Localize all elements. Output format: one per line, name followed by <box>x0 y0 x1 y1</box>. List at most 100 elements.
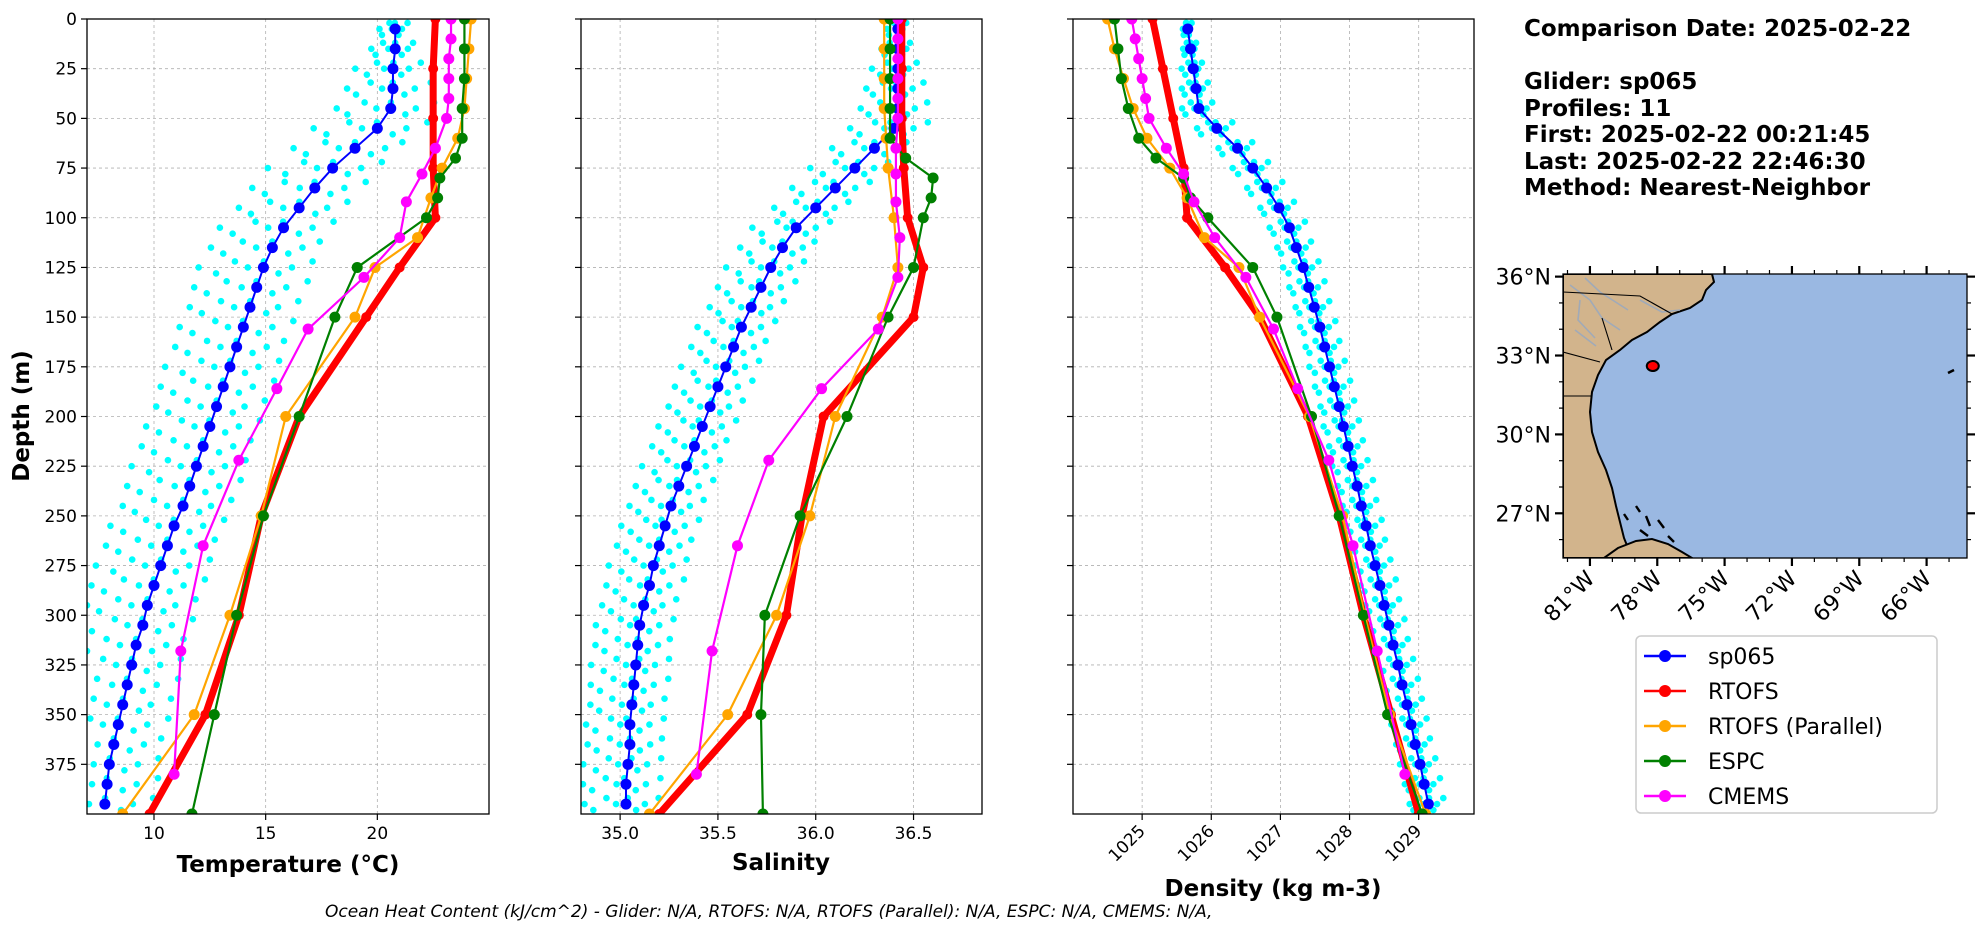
glider-profile-point <box>119 528 127 536</box>
glider-profile-point <box>640 562 647 569</box>
glider-profile-point <box>134 761 142 768</box>
glider-profile-point <box>618 522 625 530</box>
glider-profile-point <box>868 65 876 72</box>
espc-point <box>1150 152 1162 164</box>
glider-profile-point <box>409 39 417 47</box>
sp065-point <box>1387 639 1399 651</box>
glider-profile-point <box>762 337 769 345</box>
legend-frame <box>1635 635 1938 814</box>
glider-profile-point <box>128 556 136 563</box>
map-bermuda <box>1947 368 1955 375</box>
glider-profile-point <box>582 721 590 728</box>
density-y-ticks <box>1067 18 1073 765</box>
x-tick-label: 15 <box>255 824 277 844</box>
glider-profile-point <box>231 258 239 265</box>
glider-profile-point <box>74 775 81 782</box>
glider-profile-point <box>261 190 269 198</box>
glider-profile-point <box>1324 429 1331 436</box>
rtofs-point <box>818 411 829 422</box>
glider-profile-point <box>282 284 290 291</box>
glider-profile-point <box>1363 482 1370 490</box>
glider-profile-point <box>851 138 858 146</box>
glider-profile-point <box>811 238 818 245</box>
glider-profile-point <box>116 641 124 649</box>
glider-profile-point <box>696 403 704 410</box>
espc-point <box>900 152 912 164</box>
espc-point <box>759 609 771 621</box>
glider-profile-point <box>601 627 609 635</box>
map-state-borders <box>1563 291 1673 397</box>
last-profile-time: Last: 2025-02-22 22:46:30 <box>1524 149 1866 175</box>
sp065-point <box>755 281 767 293</box>
glider-profile-point <box>235 389 243 396</box>
glider-profile-point <box>150 448 158 456</box>
glider-profile-point <box>758 309 765 317</box>
rtofs-point <box>742 709 753 720</box>
glider-profile-point <box>49 741 56 748</box>
glider-profile-point <box>270 377 278 385</box>
glider-profile-point <box>783 224 790 231</box>
sp065-point <box>1369 560 1381 572</box>
map-rivers <box>1569 277 1681 347</box>
glider-profile-point <box>688 536 695 544</box>
map-land-us-east-coast <box>1563 274 1716 558</box>
glider-profile-point <box>126 747 134 754</box>
cmems-point <box>706 645 718 657</box>
glider-profile-point <box>1308 264 1316 271</box>
cmems-point <box>443 73 455 85</box>
glider-profile-point <box>650 607 658 615</box>
glider-profile-point <box>920 79 927 86</box>
glider-profile-point <box>404 45 412 53</box>
cmems-point <box>816 383 828 395</box>
cmems-line <box>695 19 901 775</box>
espc-point <box>925 192 937 204</box>
glider-profile-point <box>822 184 830 192</box>
sp065-point <box>1193 102 1205 114</box>
glider-profile-point <box>659 602 666 609</box>
glider-profile-point <box>1344 476 1352 484</box>
glider-profile-point <box>252 244 260 251</box>
sp065-point <box>1392 659 1404 671</box>
glider-profile-point <box>145 468 153 476</box>
cmems-point <box>892 33 904 45</box>
glider-profile-point <box>1295 224 1302 231</box>
glider-profile-point <box>189 377 197 385</box>
glider-profile-point <box>1181 91 1188 98</box>
sp065-point <box>108 738 120 750</box>
glider-profile-point <box>792 278 799 285</box>
sp065-point <box>665 500 677 512</box>
sp065-point <box>244 301 256 313</box>
y-tick-label: 350 <box>45 706 77 726</box>
map-lon-label: 78°W <box>1607 566 1668 627</box>
legend-item-rtofs: RTOFS <box>1644 680 1779 705</box>
glider-profile-point <box>139 687 147 695</box>
glider-profile-point <box>811 178 819 186</box>
glider-profile-point <box>673 462 681 470</box>
glider-profile-point <box>155 755 162 762</box>
y-tick-label: 50 <box>55 109 77 129</box>
glider-profile-point <box>150 496 158 504</box>
glider-profile-point <box>651 468 658 476</box>
espc-point <box>351 261 363 273</box>
cmems-point <box>441 112 453 124</box>
glider-profile-point <box>249 349 256 357</box>
glider-profile-point <box>261 397 269 404</box>
glider-profile-point <box>402 111 409 118</box>
glider-profile-point <box>911 105 919 112</box>
cmems-point <box>1240 271 1252 283</box>
espc-point <box>456 132 468 144</box>
glider-profile-point <box>1330 343 1338 351</box>
rtofs-parallel-point <box>1141 132 1153 144</box>
glider-profile-point <box>766 303 774 311</box>
glider-profile-point <box>1363 556 1370 563</box>
glider-profile-point <box>1311 369 1319 377</box>
sp065-point <box>868 142 880 154</box>
glider-profile-point <box>806 164 814 172</box>
glider-profile-point <box>1302 343 1309 351</box>
glider-profile-point <box>603 582 610 589</box>
density-x-ticks: 1025 1026 1027 1028 1029 <box>1105 814 1426 866</box>
glider-profile-point <box>681 522 688 530</box>
glider-profile-point <box>155 429 163 436</box>
glider-profile-point <box>157 735 165 742</box>
